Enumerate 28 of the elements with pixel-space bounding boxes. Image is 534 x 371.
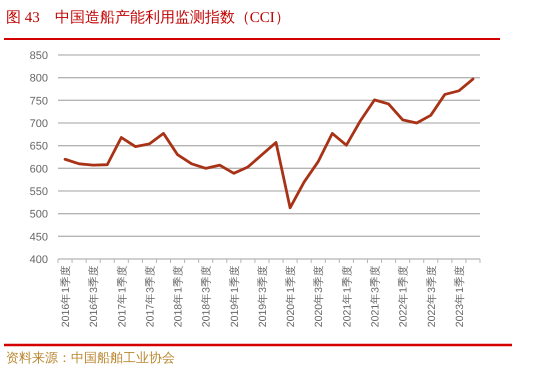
y-tick-label: 700 <box>30 118 48 130</box>
x-tick-label: 2022年1季度 <box>396 265 410 328</box>
y-tick-label: 450 <box>30 231 48 244</box>
y-tick-label: 600 <box>30 163 48 176</box>
x-tick-label: 2021年1季度 <box>340 265 354 328</box>
y-tick-label: 850 <box>30 50 48 62</box>
x-tick-label: 2020年1季度 <box>284 265 298 328</box>
x-tick-label: 2021年3季度 <box>368 265 382 328</box>
x-tick-label: 2022年3季度 <box>424 265 438 328</box>
text: 资料来源：中国船舶工业协会 <box>6 350 175 365</box>
y-tick-label: 650 <box>30 140 48 153</box>
x-tick-label: 2018年1季度 <box>172 265 185 328</box>
y-tick-label: 550 <box>30 186 48 198</box>
y-tick-label: 500 <box>30 208 48 221</box>
y-tick-label: 400 <box>30 254 48 266</box>
y-tick-label: 750 <box>30 95 48 108</box>
x-tick-label: 2019年3季度 <box>256 265 269 328</box>
x-tick-label: 2019年1季度 <box>228 265 241 328</box>
x-tick-label: 2023年1季度 <box>452 265 466 328</box>
x-tick-label: 2017年3季度 <box>143 265 156 328</box>
x-tick-label: 2017年1季度 <box>115 265 128 328</box>
x-tick-label: 2020年3季度 <box>312 265 326 328</box>
title: 图 43 中国造船产能利用监测指数（CCI） <box>6 10 290 26</box>
x-tick-label: 2016年1季度 <box>59 265 72 328</box>
line-series <box>64 78 474 210</box>
y-tick-label: 800 <box>30 72 48 85</box>
x-tick-label: 2018年3季度 <box>200 265 213 328</box>
x-tick-label: 2016年3季度 <box>87 265 100 328</box>
